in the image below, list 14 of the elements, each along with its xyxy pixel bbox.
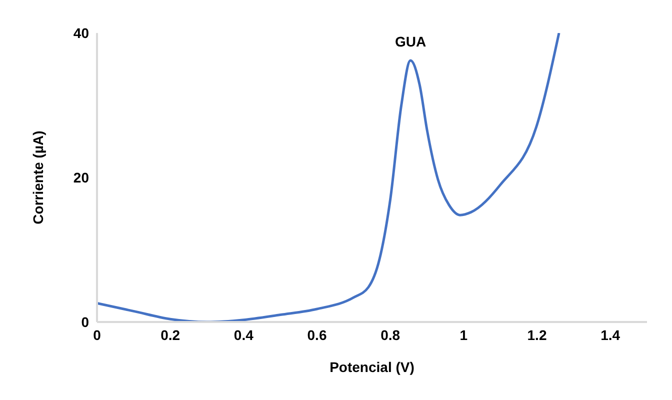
x-tick-label: 0.4 bbox=[234, 326, 254, 343]
y-tick-label: 40 bbox=[73, 24, 90, 41]
x-tick-label: 1.2 bbox=[527, 326, 547, 343]
x-tick-label: 0 bbox=[93, 326, 102, 343]
x-tick-label: 1 bbox=[460, 326, 468, 343]
x-tick-label: 0.8 bbox=[380, 326, 400, 343]
y-axis-title: Corriente (µA) bbox=[30, 130, 46, 224]
annotation: GUA bbox=[394, 33, 426, 50]
x-tick-label: 1.4 bbox=[600, 326, 620, 343]
x-tick-label: 0.6 bbox=[307, 326, 327, 343]
y-tick-label: 20 bbox=[73, 169, 90, 186]
x-tick-label: 0.2 bbox=[160, 326, 180, 343]
y-tick-label: 0 bbox=[81, 314, 90, 330]
x-axis-title: Potencial (V) bbox=[330, 359, 414, 375]
